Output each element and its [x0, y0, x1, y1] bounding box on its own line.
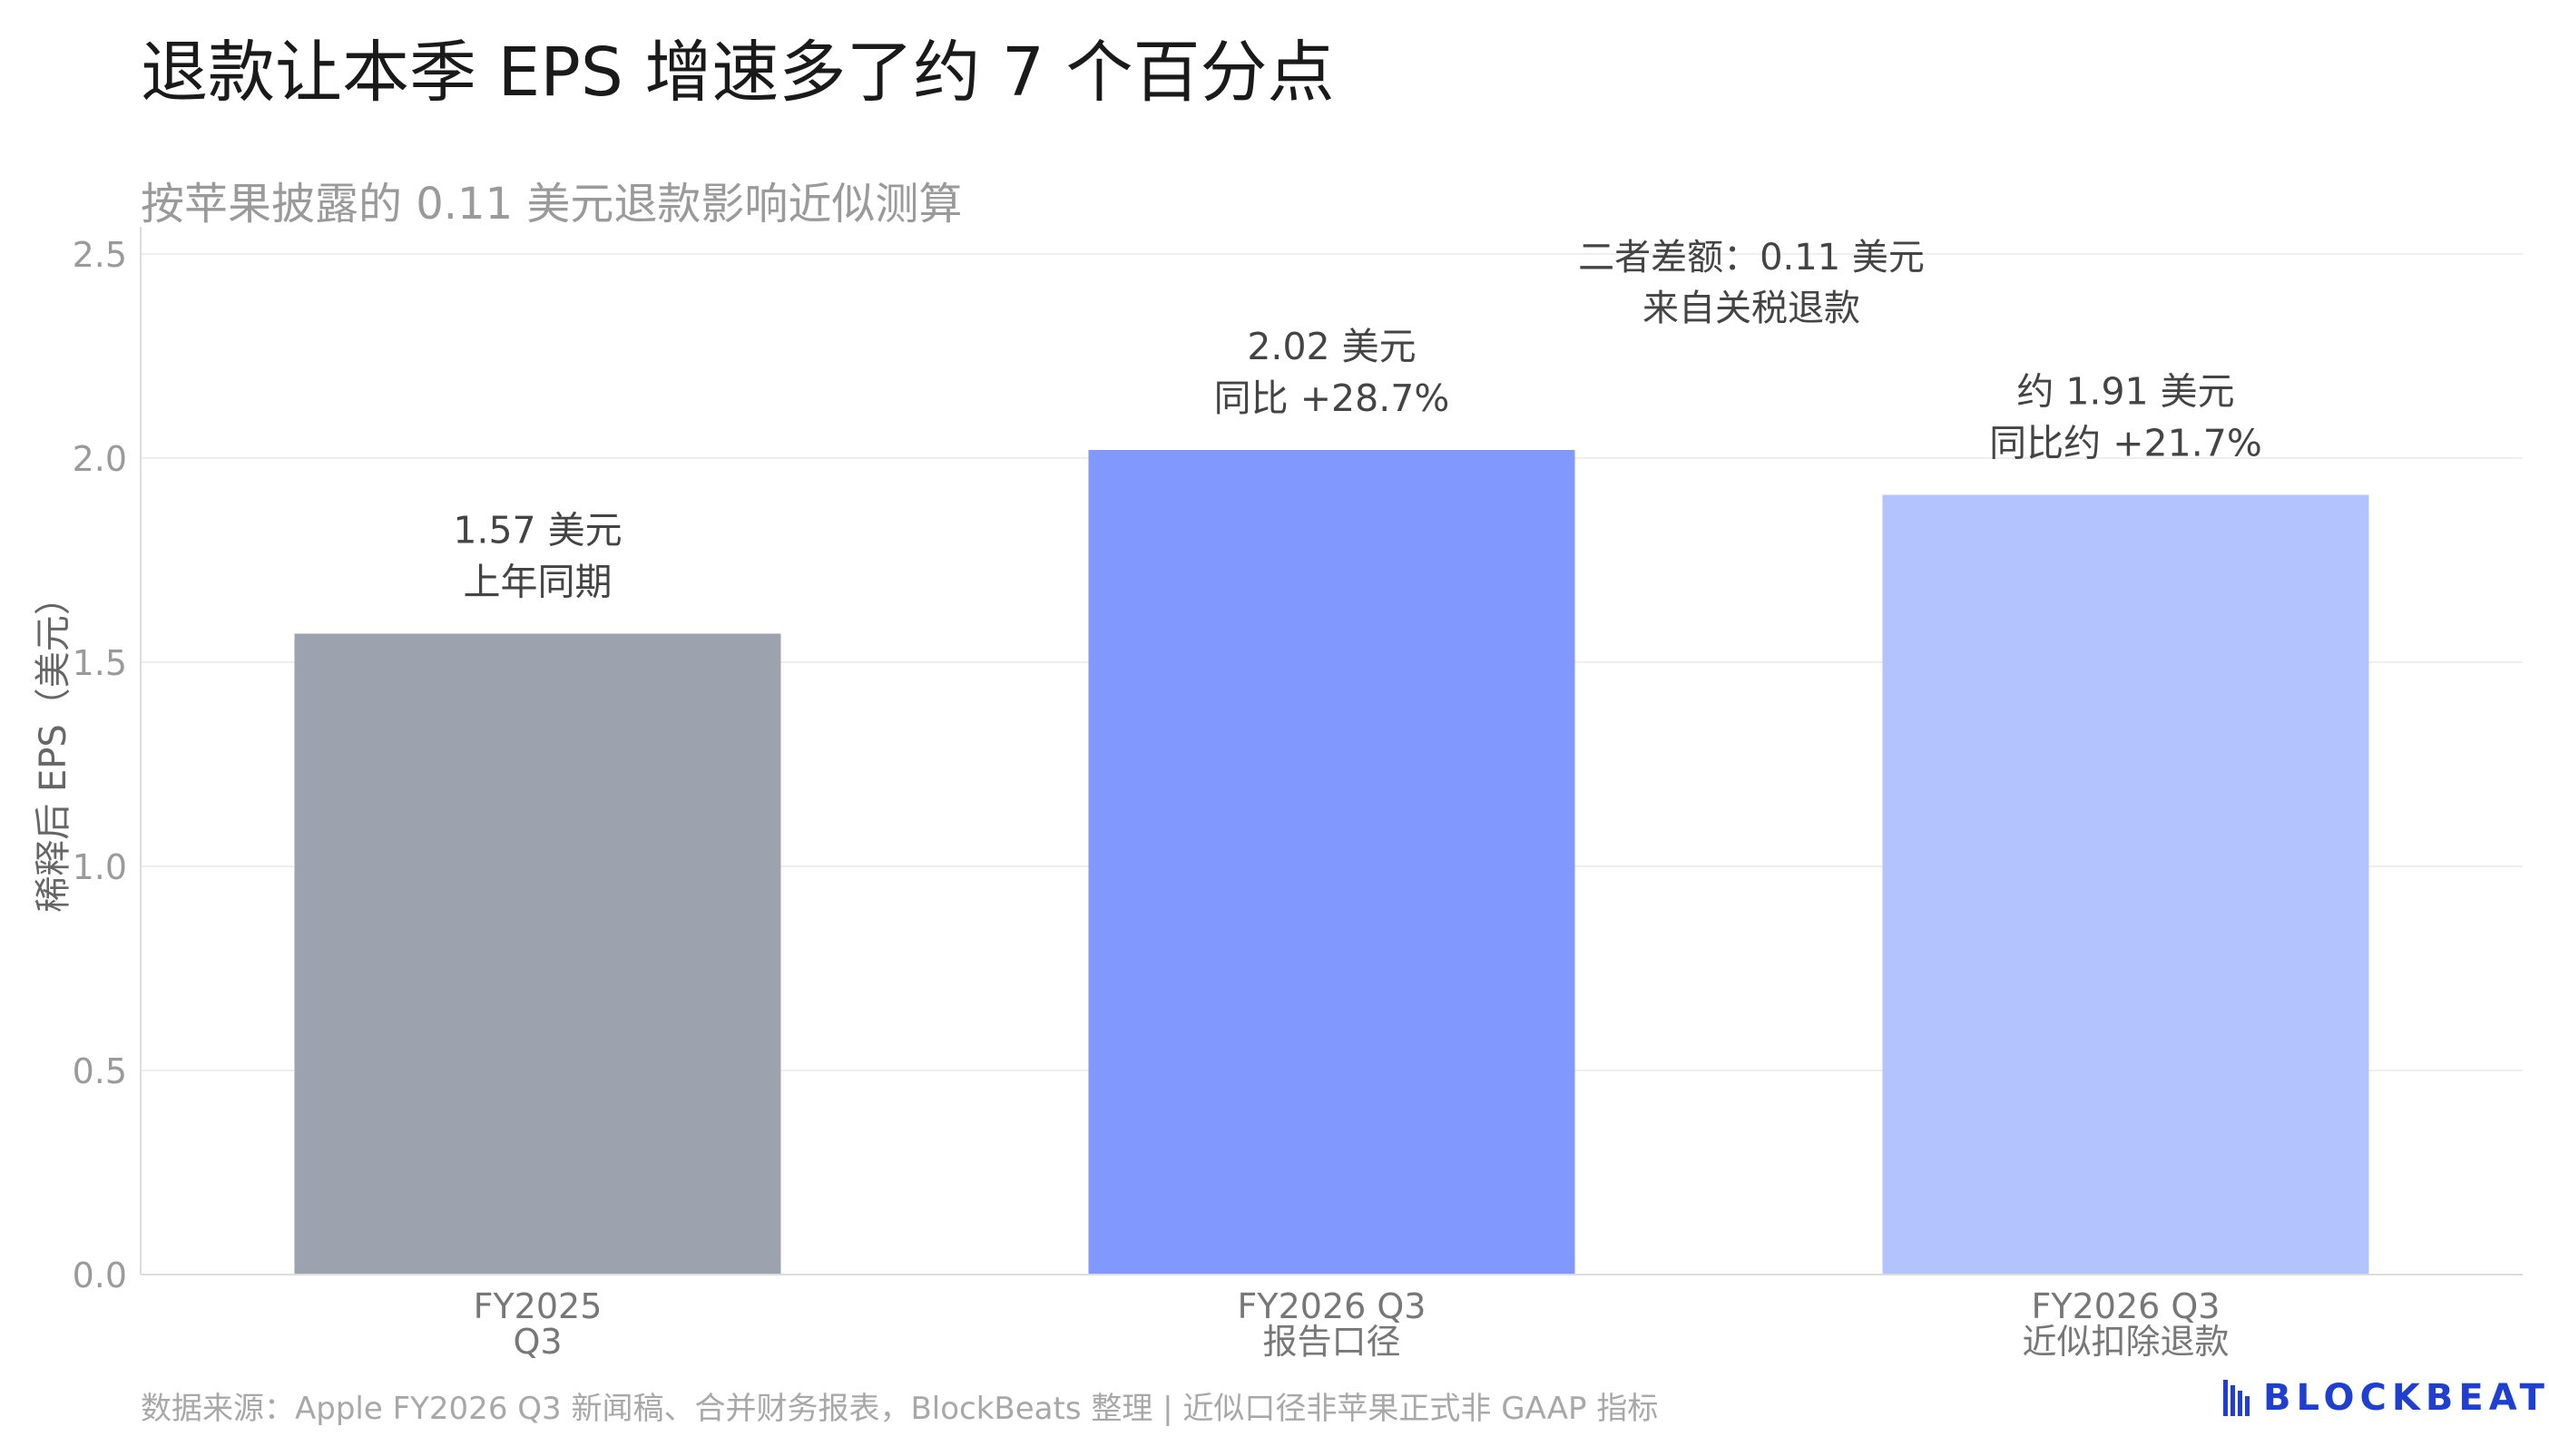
y-tick-label: 1.5: [73, 643, 127, 683]
x-tick-label-line2: 报告口径: [1262, 1322, 1400, 1362]
y-ticks: 0.0 0.5 1.0 1.5 2.0 2.5: [73, 235, 127, 1295]
bar: [1088, 450, 1575, 1275]
data-label-note: 上年同期: [464, 561, 613, 604]
bar: [294, 633, 781, 1275]
chart-subtitle: 按苹果披露的 0.11 美元退款影响近似测算: [141, 179, 963, 230]
annotation-line1: 二者差额：0.11 美元: [1578, 237, 1925, 278]
data-label-note: 同比约 +21.7%: [1989, 422, 2262, 465]
bars: [294, 450, 2369, 1275]
x-tick-label-line1: FY2026 Q3: [1238, 1286, 1426, 1326]
data-label-value: 约 1.91 美元: [2016, 370, 2234, 414]
logo-text: BLOCKBEATS: [2263, 1377, 2549, 1419]
bar: [1882, 494, 2369, 1275]
brand-logo: BLOCKBEATS: [2223, 1377, 2549, 1419]
annotation-line2: 来自关税退款: [1642, 288, 1860, 329]
data-label-value: 1.57 美元: [453, 509, 622, 552]
y-tick-label: 0.5: [73, 1051, 127, 1091]
data-label-value: 2.02 美元: [1247, 325, 1416, 368]
source-note: 数据来源：Apple FY2026 Q3 新闻稿、合并财务报表，BlockBea…: [141, 1391, 1659, 1427]
data-label-note: 同比 +28.7%: [1214, 376, 1450, 420]
axes: 稀释后 EPS（美元）: [33, 227, 2523, 1275]
y-tick-label: 0.0: [73, 1256, 127, 1295]
difference-annotation: 二者差额：0.11 美元 来自关税退款: [1578, 237, 1925, 329]
x-tick-label-line1: FY2026 Q3: [2032, 1286, 2221, 1326]
blockbeats-logo-icon: [2223, 1380, 2250, 1416]
x-tick-label-line1: FY2025: [474, 1286, 603, 1326]
chart-title: 退款让本季 EPS 增速多了约 7 个百分点: [141, 34, 1335, 112]
y-axis-label: 稀释后 EPS（美元）: [33, 579, 74, 913]
x-tick-label-line2: 近似扣除退款: [2022, 1322, 2229, 1362]
y-tick-label: 1.0: [73, 847, 127, 887]
y-tick-label: 2.0: [73, 439, 127, 479]
y-tick-label: 2.5: [73, 235, 127, 275]
x-tick-label-line2: Q3: [513, 1322, 562, 1362]
